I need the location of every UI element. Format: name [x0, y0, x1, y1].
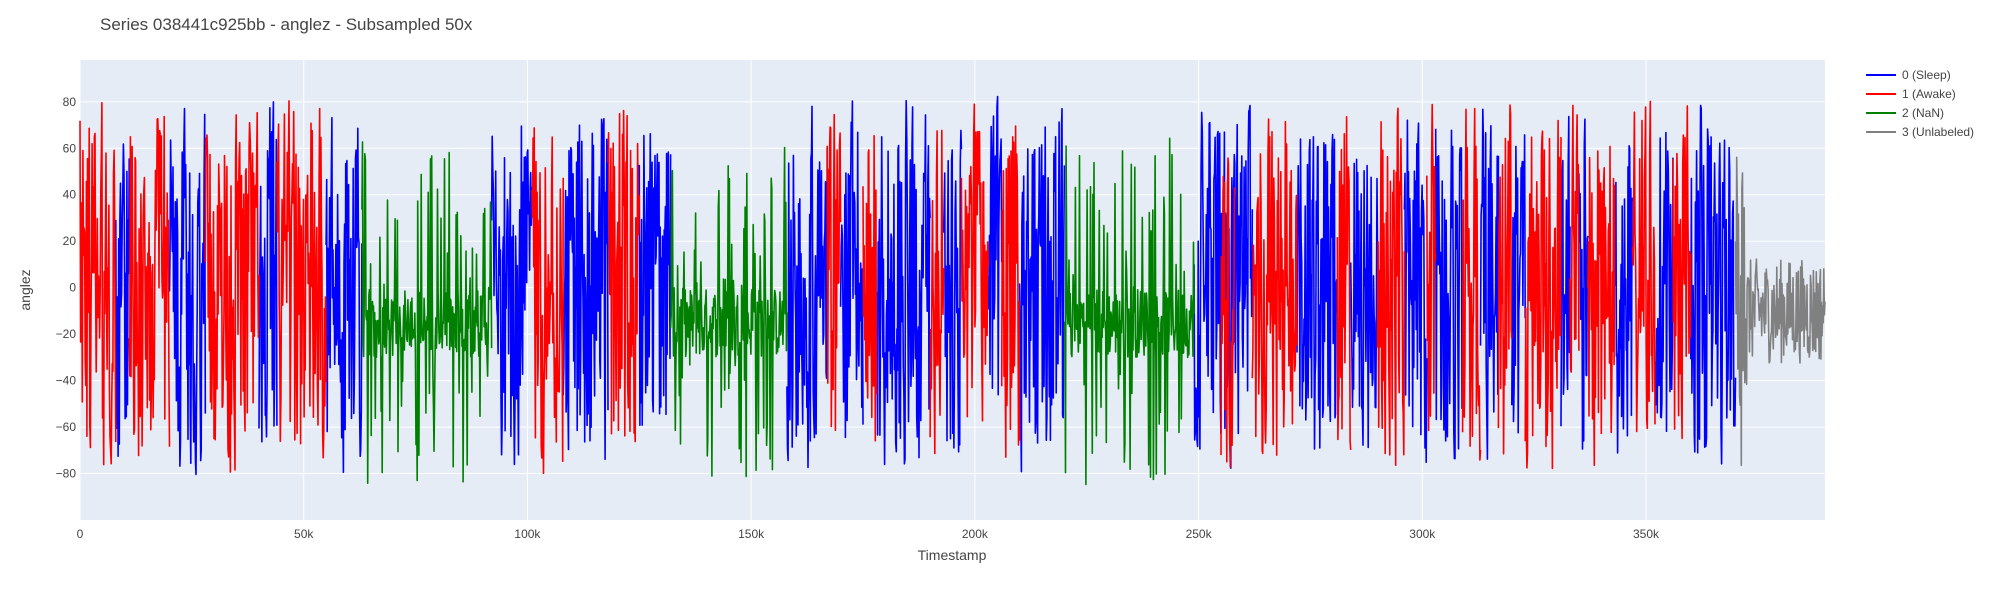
y-axis: 80 60 40 20 0 −20 −40 −60 −80: [56, 95, 77, 481]
x-axis-label: Timestamp: [918, 547, 987, 563]
y-tick-label: 60: [63, 141, 77, 155]
legend-item[interactable]: 0 (Sleep): [1866, 68, 1951, 82]
x-tick-label: 200k: [962, 527, 989, 541]
x-tick-label: 50k: [294, 527, 314, 541]
legend-label: 1 (Awake): [1902, 87, 1956, 101]
y-tick-label: 20: [63, 234, 77, 248]
x-axis: 0 50k 100k 150k 200k 250k 300k 350k: [77, 527, 1660, 541]
legend-item[interactable]: 2 (NaN): [1866, 106, 1944, 120]
legend-label: 2 (NaN): [1902, 106, 1944, 120]
legend-item[interactable]: 3 (Unlabeled): [1866, 125, 1974, 139]
y-tick-label: 0: [69, 281, 76, 295]
legend-item[interactable]: 1 (Awake): [1866, 87, 1956, 101]
x-tick-label: 0: [77, 527, 84, 541]
y-axis-label: anglez: [17, 269, 33, 310]
legend-label: 3 (Unlabeled): [1902, 125, 1974, 139]
y-tick-label: −20: [56, 327, 77, 341]
series-line: [361, 137, 1195, 486]
legend[interactable]: 0 (Sleep) 1 (Awake) 2 (NaN) 3 (Unlabeled): [1866, 68, 1974, 139]
y-tick-label: −40: [56, 374, 77, 388]
x-tick-label: 350k: [1633, 527, 1660, 541]
y-tick-label: −80: [56, 467, 77, 481]
y-tick-label: 80: [63, 95, 77, 109]
series-line: [1734, 156, 1826, 467]
series-layer: [79, 95, 1826, 486]
x-tick-label: 300k: [1409, 527, 1436, 541]
x-tick-label: 100k: [514, 527, 541, 541]
x-tick-label: 150k: [738, 527, 765, 541]
legend-label: 0 (Sleep): [1902, 68, 1951, 82]
y-tick-label: 40: [63, 188, 77, 202]
chart-title: Series 038441c925bb - anglez - Subsample…: [100, 15, 473, 34]
x-tick-label: 250k: [1186, 527, 1213, 541]
series-line: [79, 100, 1692, 475]
y-tick-label: −60: [56, 420, 77, 434]
